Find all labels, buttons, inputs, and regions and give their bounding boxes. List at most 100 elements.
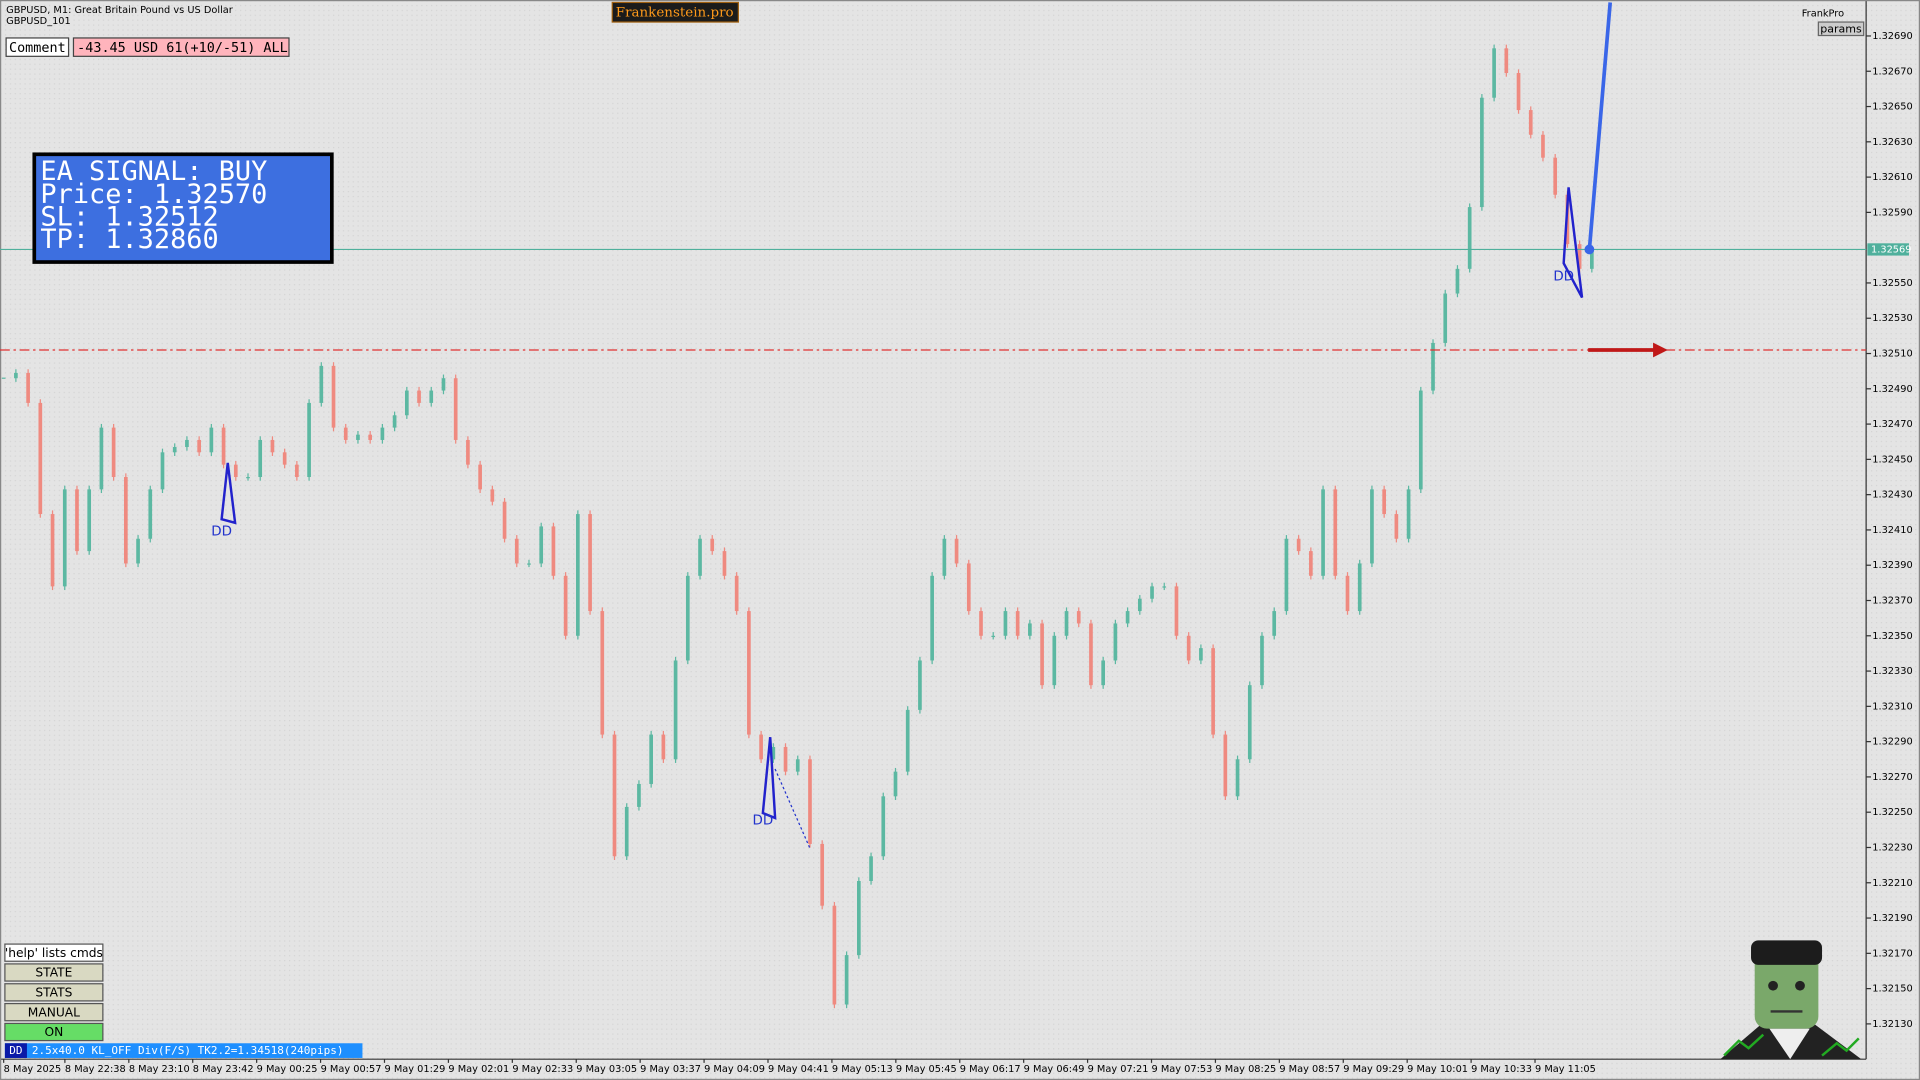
candle: [87, 489, 92, 552]
candle: [563, 575, 568, 636]
candle: [771, 746, 776, 760]
y-tick-label: 1.32490: [1872, 384, 1912, 395]
candle: [124, 477, 128, 564]
y-tick-label: 1.32290: [1872, 737, 1912, 748]
x-tick-label: 9 May 00:57: [321, 1064, 382, 1075]
y-tick-label: 1.32350: [1872, 631, 1912, 642]
candle: [612, 734, 617, 857]
candle: [209, 427, 214, 453]
command-button[interactable]: [4, 943, 104, 962]
template-name: GBPUSD_101: [6, 16, 71, 27]
command-label[interactable]: MANUAL: [28, 1005, 80, 1019]
candle: [1076, 611, 1081, 624]
candle: [1028, 623, 1032, 636]
candle: [930, 575, 934, 661]
candle: [881, 796, 886, 857]
y-tick-label: 1.32190: [1872, 913, 1912, 924]
command-button[interactable]: [4, 963, 104, 982]
y-tick-label: 1.32410: [1872, 525, 1912, 536]
y-tick-label: 1.32310: [1872, 701, 1912, 712]
x-tick-label: 9 May 08:57: [1279, 1064, 1340, 1075]
command-label[interactable]: ON: [44, 1025, 63, 1039]
candle: [233, 464, 238, 478]
candle: [160, 452, 165, 490]
candle: [1211, 648, 1215, 735]
candle: [404, 390, 409, 416]
candle: [185, 439, 189, 448]
button-panel: 'help' lists cmds STATE STATS MANUAL ON: [4, 943, 104, 1042]
mascot-icon: [1720, 940, 1862, 1060]
candle: [1137, 598, 1142, 612]
candle: [307, 402, 311, 478]
params-button[interactable]: [1817, 21, 1865, 37]
command-button[interactable]: [4, 1002, 104, 1022]
y-tick-label: 1.32450: [1872, 454, 1912, 465]
candle: [685, 575, 690, 661]
status-bar: [4, 1043, 363, 1058]
x-tick-label: 8 May 23:10: [129, 1064, 190, 1075]
comment-label: Comment: [9, 41, 66, 56]
entry-marker: [1584, 244, 1595, 255]
y-tick-label: 1.32390: [1872, 560, 1912, 571]
candle: [637, 783, 641, 807]
candle: [1516, 73, 1521, 111]
x-tick-label: 9 May 02:01: [448, 1064, 509, 1075]
candle: [50, 514, 55, 587]
candle: [1370, 489, 1374, 564]
candle: [14, 372, 18, 379]
candle: [734, 575, 739, 612]
candle: [893, 771, 898, 797]
candle: [490, 489, 495, 502]
y-tick-label: 1.32370: [1872, 596, 1912, 607]
command-label[interactable]: STATE: [35, 966, 72, 980]
comment-label-box: [5, 37, 70, 57]
trade-link: [774, 768, 812, 851]
candle: [820, 843, 825, 906]
y-tick-label: 1.32150: [1872, 984, 1912, 995]
signal-line: Price: 1.32570: [40, 179, 267, 210]
candle: [392, 415, 397, 428]
candle: [1247, 685, 1252, 760]
candle: [954, 538, 959, 564]
divergence-shape: [220, 462, 237, 525]
candle: [649, 734, 653, 784]
params-label[interactable]: params: [1820, 22, 1862, 35]
candle: [343, 427, 348, 440]
divergence-shape: [761, 737, 777, 820]
candle: [258, 439, 263, 478]
command-button[interactable]: [4, 1022, 104, 1042]
price-label: 1.32569: [1871, 244, 1911, 255]
candle: [282, 452, 287, 465]
x-tick-label: 9 May 04:41: [768, 1064, 829, 1075]
command-button[interactable]: [4, 983, 104, 1002]
symbol-title: GBPUSD, M1: Great Britain Pound vs US Do…: [6, 5, 234, 16]
y-tick-label: 1.32690: [1872, 31, 1912, 42]
candle: [588, 514, 592, 612]
candle: [1101, 660, 1106, 686]
candle: [673, 660, 678, 760]
candle: [1089, 623, 1093, 686]
candle: [1590, 249, 1594, 269]
candle: [429, 390, 434, 403]
candle: [1394, 514, 1399, 539]
candle: [1284, 538, 1289, 612]
candle: [527, 563, 531, 565]
signal-panel: [32, 152, 334, 264]
candle: [1480, 97, 1484, 208]
status-tag-box: [4, 1043, 27, 1058]
y-tick-label: 1.32550: [1872, 278, 1912, 289]
x-tick-label: 9 May 03:37: [640, 1064, 701, 1075]
candle: [1309, 551, 1313, 576]
candle: [624, 806, 629, 857]
y-tick-label: 1.32590: [1872, 207, 1912, 218]
command-label[interactable]: STATS: [35, 985, 72, 999]
user-name[interactable]: FrankPro: [1802, 8, 1844, 19]
candle: [1162, 586, 1167, 588]
x-tick-label: 9 May 11:05: [1535, 1064, 1596, 1075]
x-tick-label: 8 May 23:42: [193, 1064, 254, 1075]
annotation: DD: [752, 813, 773, 828]
command-label[interactable]: 'help' lists cmds: [5, 946, 103, 960]
